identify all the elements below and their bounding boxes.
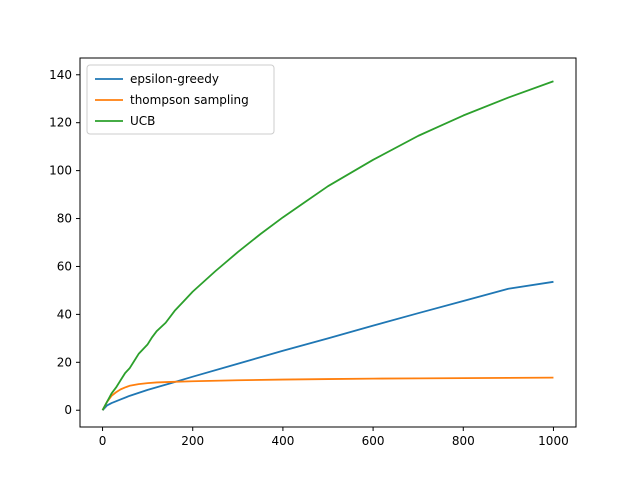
y-tick-label: 40 — [57, 307, 72, 321]
x-tick-label: 1000 — [538, 434, 569, 448]
y-tick-label: 120 — [49, 116, 72, 130]
x-tick-label: 400 — [271, 434, 294, 448]
y-tick-label: 100 — [49, 164, 72, 178]
legend: epsilon-greedy thompson sampling UCB — [87, 65, 274, 134]
y-tick-label: 80 — [57, 212, 72, 226]
y-tick-label: 140 — [49, 68, 72, 82]
legend-label: epsilon-greedy — [130, 72, 219, 86]
x-tick-label: 0 — [99, 434, 107, 448]
x-tick-label: 600 — [362, 434, 385, 448]
x-tick-label: 800 — [452, 434, 475, 448]
y-tick-label: 0 — [64, 403, 72, 417]
y-tick-label: 60 — [57, 259, 72, 273]
legend-label: thompson sampling — [130, 93, 249, 107]
y-tick-label: 20 — [57, 355, 72, 369]
legend-label: UCB — [130, 114, 155, 128]
x-tick-label: 200 — [181, 434, 204, 448]
